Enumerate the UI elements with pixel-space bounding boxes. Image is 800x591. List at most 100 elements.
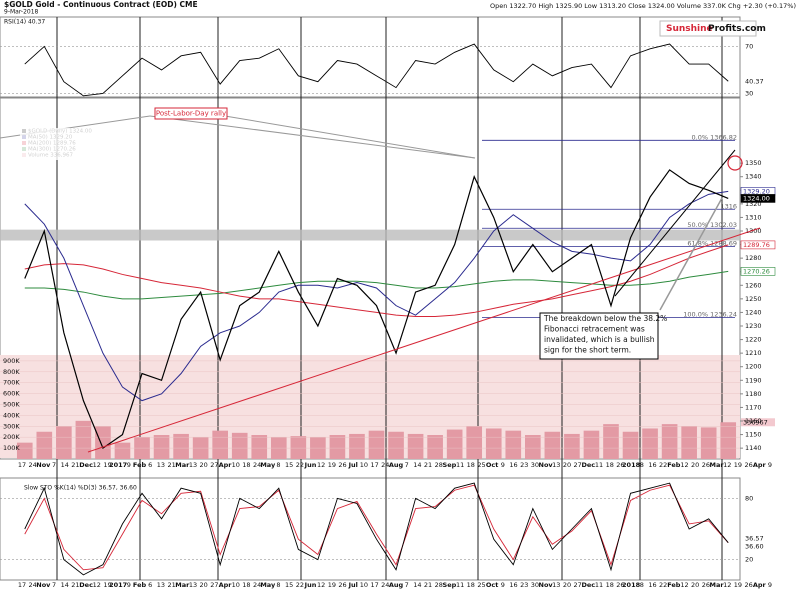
chart-date: 9-Mar-2018 (4, 9, 39, 16)
x-tick-label: 18 (242, 461, 250, 469)
x-tick-label-bottom: 15 (285, 581, 293, 589)
x-tick-label-bottom: 26 (616, 581, 624, 589)
x-tick-label: May (260, 461, 276, 469)
x-tick-label-bottom: 13 (157, 581, 165, 589)
x-tick-label-bottom: Feb (133, 581, 147, 589)
volume-tick-label: 300K (3, 422, 20, 430)
x-tick-label: 12 (680, 461, 688, 469)
x-tick-label: Aug (389, 461, 404, 469)
x-tick-label-bottom: 17 (18, 581, 26, 589)
volume-bar (642, 428, 658, 459)
x-tick-label-bottom: 22 (659, 581, 667, 589)
breakdown-annotation: The breakdown below the 38.2% (543, 314, 667, 323)
price-tag: 1289.76 (743, 241, 770, 249)
volume-tick-label: 800K (3, 368, 20, 376)
x-tick-label: 27 (574, 461, 582, 469)
support-zone (0, 229, 740, 241)
x-tick-label-bottom: Aug (389, 581, 404, 589)
sto-k-line (24, 482, 729, 576)
x-tick-label-bottom: 11 (456, 581, 464, 589)
volume-bar (544, 431, 561, 459)
legend-box (20, 128, 120, 160)
x-tick-label-bottom: 18 (606, 581, 614, 589)
x-tick-label: 2018 (622, 461, 641, 469)
x-tick-label: 20 (691, 461, 699, 469)
x-tick-label-bottom: Apr (753, 581, 767, 589)
x-tick-label: 24 (253, 461, 261, 469)
x-tick-label-bottom: 11 (595, 581, 603, 589)
x-tick-label-bottom: 20 (200, 581, 208, 589)
x-tick-label: 21 (71, 461, 79, 469)
x-tick-label: 11 (456, 461, 464, 469)
x-tick-label-bottom: 27 (574, 581, 582, 589)
price-tag: 1270.26 (743, 267, 770, 275)
rsi-frame (0, 16, 741, 98)
x-tick-label-bottom: Jul (348, 581, 358, 589)
x-tick-label-bottom: 9 (501, 581, 505, 589)
volume-tick-label: 100K (3, 444, 20, 452)
x-tick-label-bottom: 8 (640, 581, 644, 589)
x-tick-label: Mar (710, 461, 725, 469)
volume-bar (56, 426, 72, 459)
x-tick-label: 13 (189, 461, 197, 469)
x-tick-label-bottom: 21 (167, 581, 175, 589)
x-tick-label: Dec (79, 461, 93, 469)
x-tick-label-bottom: 26 (338, 581, 346, 589)
logo-box (659, 20, 757, 37)
x-tick-label-bottom: 10 (360, 581, 368, 589)
x-tick-label-bottom: 24 (381, 581, 389, 589)
volume-bar (251, 435, 268, 459)
x-tick-label-bottom: 6 (148, 581, 152, 589)
sto-tag: 36.60 (745, 543, 764, 551)
volume-bar (290, 436, 307, 459)
sto-d-line (24, 484, 729, 571)
moving-average (24, 190, 729, 402)
x-tick-label: 13 (552, 461, 560, 469)
x-tick-label-bottom: 30 (531, 581, 539, 589)
rsi-line (24, 43, 729, 97)
y-tick-label: 1190 (745, 376, 762, 384)
y-tick-label: 1260 (745, 281, 762, 289)
y-tick-label: 1180 (745, 390, 762, 398)
x-tick-label-bottom: 14 (61, 581, 69, 589)
x-tick-label: 9 (127, 461, 131, 469)
rally-box (154, 107, 228, 120)
y-tick-label: 1340 (745, 173, 762, 181)
x-tick-label-bottom: 19 (328, 581, 336, 589)
x-tick-label-bottom: 2018 (622, 581, 641, 589)
x-tick-label: Jul (348, 461, 358, 469)
x-tick-label: 9 (501, 461, 505, 469)
y-tick-label: 1320 (745, 200, 762, 208)
x-tick-label: Feb (133, 461, 147, 469)
x-tick-label: 23 (520, 461, 528, 469)
price-tag: 1324.00 (743, 194, 770, 202)
volume-bar (36, 431, 53, 459)
x-tick-label: 21 (424, 461, 432, 469)
breakdown-annotation: Fibonacci retracement was (544, 325, 645, 334)
x-tick-label: 12 (723, 461, 731, 469)
x-tick-label: 20 (200, 461, 208, 469)
x-tick-label: 7 (405, 461, 409, 469)
x-tick-label-bottom: 26 (702, 581, 710, 589)
sto-tick-label: 20 (745, 556, 753, 564)
volume-bar (466, 426, 483, 459)
sto-tick-label: 80 (745, 494, 753, 502)
moving-average (24, 244, 729, 317)
y-tick-label: 1200 (745, 363, 762, 371)
x-tick-label: 22 (296, 461, 304, 469)
price-tag: 1329.20 (743, 187, 770, 195)
x-tick-label: 24 (381, 461, 389, 469)
x-tick-label-bottom: 27 (210, 581, 218, 589)
fib-label: 50.0% 1302.03 (687, 221, 737, 229)
x-tick-label: Apr (219, 461, 233, 469)
x-tick-label-bottom: 16 (509, 581, 517, 589)
volume-bar (603, 424, 619, 459)
x-tick-label-bottom: 16 (648, 581, 656, 589)
x-tick-label-bottom: 12 (680, 581, 688, 589)
x-tick-label-bottom: 12 (723, 581, 731, 589)
x-tick-label-bottom: Dec (79, 581, 93, 589)
x-tick-label-bottom: 7 (52, 581, 56, 589)
volume-bar (368, 430, 385, 459)
x-tick-label-bottom: 13 (552, 581, 560, 589)
